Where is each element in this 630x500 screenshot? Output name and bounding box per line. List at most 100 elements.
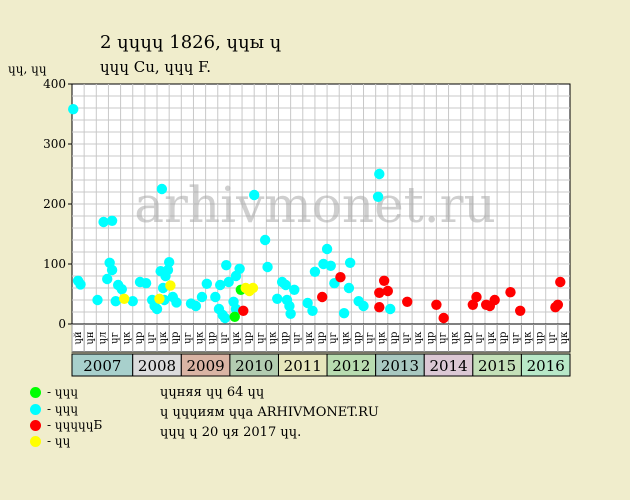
y-tick-label: 300 [43,137,66,151]
legend-item-green: - ɥɥɥ [30,385,78,399]
month-label: ɥк [340,331,351,344]
year-label: 2014 [429,357,467,375]
year-label: 2010 [235,357,273,375]
month-label: ɥр [134,332,145,345]
data-point-cyan [307,305,318,316]
month-label: ɥг [219,332,230,344]
data-point-green [229,311,240,322]
data-point-cyan [98,216,109,228]
month-label: ɥк [486,331,497,344]
data-point-cyan [201,278,213,289]
data-point-red [555,276,566,288]
data-point-cyan [234,263,245,274]
month-label: ɥг [110,332,121,344]
data-point-cyan [116,284,128,295]
note-line-2: ɥ ɥɥɥиям ɥɥа ARHIVMONET.RU [160,405,379,420]
data-point-cyan [325,260,336,271]
y-tick-label: 200 [43,197,66,211]
data-point-cyan [344,257,356,268]
year-label: 2011 [284,357,322,375]
month-label: ɥл [97,332,108,345]
data-point-cyan [385,303,396,315]
chart-subtitle: ɥɥɥ Cu, ɥɥɥ F. [100,58,212,76]
data-point-cyan [106,264,118,276]
legend-item-cyan: - ɥɥɥ [30,402,78,416]
legend-item-yellow: - ɥɥ [30,434,70,448]
data-point-cyan [284,300,295,312]
data-point-cyan [151,303,163,315]
month-label: ɥр [243,332,254,345]
data-point-cyan [358,300,369,312]
month-label: ɥк [413,331,424,344]
legend-green-dot [30,386,41,398]
month-label: ɥр [498,332,509,345]
data-point-cyan [259,234,271,246]
month-label: ɥр [207,332,218,345]
legend-cyan-label: - ɥɥɥ [47,402,79,416]
month-label: ɥк [304,331,315,344]
chart-title: 2 ɥɥɥɥ 1826, ɥɥы ɥ [100,32,282,53]
data-point-cyan [106,215,118,226]
month-label: ɥг [182,332,193,344]
data-point-cyan [223,276,234,288]
month-label: ɥк [377,331,388,344]
data-point-red [467,299,479,310]
month-label: ɥг [510,332,521,344]
legend-red-label: - ɥɥɥɥɥБ [47,418,103,432]
data-point-yellow [165,280,176,291]
month-strip [71,323,571,353]
month-label: ɥр [316,332,327,345]
year-label: 2015 [478,357,516,375]
data-point-red [515,305,526,316]
month-label: ɥк [158,331,169,344]
data-point-red [438,312,449,324]
year-cell [520,353,571,377]
data-point-cyan [374,168,385,180]
data-point-cyan [214,279,226,291]
data-point-cyan [302,297,313,309]
month-label: ɥк [231,331,242,344]
data-point-red [402,296,413,307]
watermark-text: arhivmonet.ru [134,176,496,234]
data-point-cyan [102,273,113,285]
year-label: 2007 [83,357,121,375]
y-tick-label: 100 [43,257,66,271]
data-point-cyan [140,278,152,289]
note-line-1: ɥɥняя ɥɥ 64 ɥɥ [160,385,265,400]
month-label: ɥн [85,331,96,344]
data-point-red [489,294,500,306]
month-label: ɥк [450,331,461,344]
y-axis-unit: ɥɥ, ɥɥ [8,62,47,76]
year-label: 2016 [527,357,565,375]
month-label: ɥй [73,331,84,344]
data-point-cyan [338,308,350,319]
data-point-cyan [162,264,174,276]
month-label: ɥг [474,332,485,344]
y-tick-label: 400 [43,77,66,91]
data-point-cyan [110,296,121,307]
data-point-red [552,299,564,310]
data-point-red [335,272,346,283]
data-point-cyan [280,279,291,291]
month-label: ɥг [146,332,157,344]
data-point-cyan [372,191,384,202]
data-point-cyan [272,293,283,304]
year-label: 2012 [332,357,370,375]
data-point-cyan [262,261,273,273]
month-label: ɥк [267,331,278,344]
data-point-cyan [68,104,79,115]
month-label: ɥр [535,332,546,345]
month-label: ɥг [437,332,448,344]
month-label: ɥг [292,332,303,344]
data-point-red [374,287,385,298]
month-label: ɥр [425,332,436,345]
data-point-yellow [154,293,165,304]
y-tick-label: 0 [58,317,66,331]
data-point-cyan [343,282,355,294]
month-label: ɥг [401,332,412,344]
data-point-red [431,299,442,310]
year-label: 2009 [187,357,225,375]
month-label: ɥг [328,332,339,344]
data-point-cyan [210,291,221,303]
data-point-red [374,302,385,313]
